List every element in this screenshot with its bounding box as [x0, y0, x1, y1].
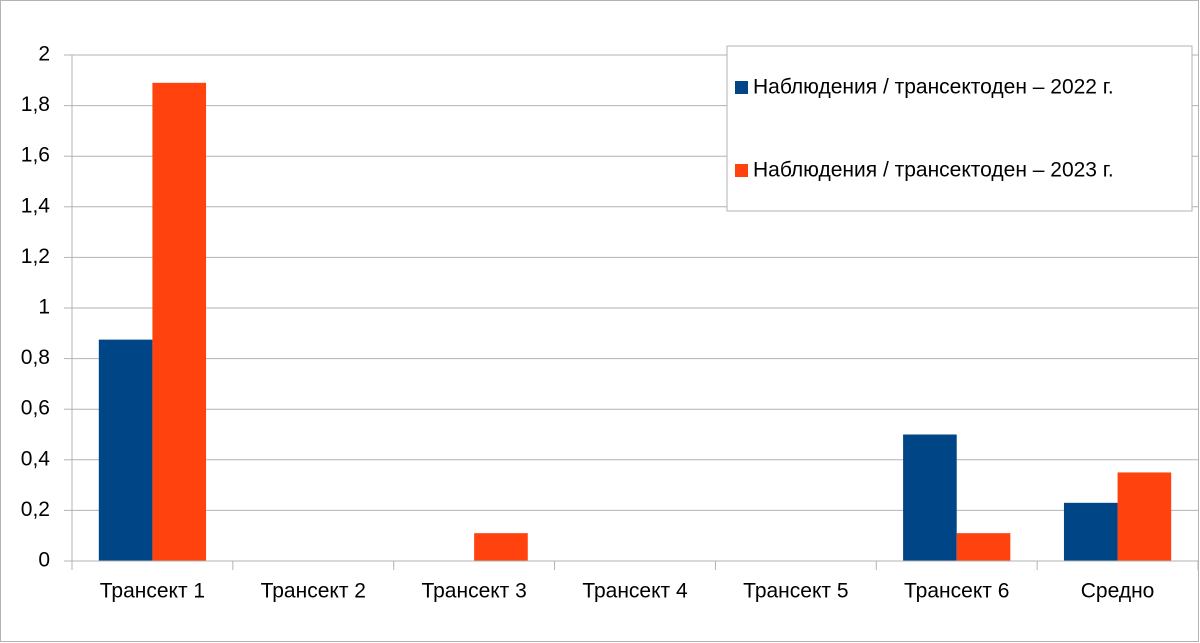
legend-box	[726, 45, 1193, 212]
x-tick-label: Трансект 3	[421, 580, 526, 603]
y-tick-label: 1,6	[21, 144, 50, 167]
bar	[1117, 472, 1172, 561]
y-tick-label: 2	[38, 43, 50, 66]
y-tick-label: 0	[38, 549, 50, 572]
bar	[152, 82, 207, 561]
bar	[98, 339, 153, 561]
bar	[956, 533, 1011, 561]
x-tick-label: Трансект 2	[261, 580, 366, 603]
x-tick-label: Трансект 4	[582, 580, 688, 603]
x-tick-label: Трансект 6	[904, 580, 1009, 603]
legend-label: Наблюдения / трансектоден – 2022 г.	[753, 76, 1114, 99]
bar	[1063, 502, 1118, 561]
y-tick-label: 1,4	[21, 194, 51, 217]
legend-swatch	[735, 164, 748, 177]
bar	[474, 533, 528, 561]
y-tick-label: 0,2	[21, 498, 50, 521]
legend-label: Наблюдения / трансектоден – 2023 г.	[753, 159, 1114, 182]
legend-swatch	[735, 81, 748, 94]
x-tick-label: Трансект 1	[100, 580, 205, 603]
y-tick-label: 0,6	[21, 397, 50, 420]
y-tick-label: 1	[38, 296, 50, 319]
y-tick-label: 1,8	[21, 93, 50, 116]
x-tick-label: Трансект 5	[743, 580, 848, 603]
y-tick-label: 1,2	[21, 245, 50, 268]
y-tick-label: 0,8	[21, 346, 50, 369]
bar	[903, 434, 957, 561]
y-tick-label: 0,4	[21, 447, 51, 470]
x-tick-label: Средно	[1081, 580, 1155, 603]
